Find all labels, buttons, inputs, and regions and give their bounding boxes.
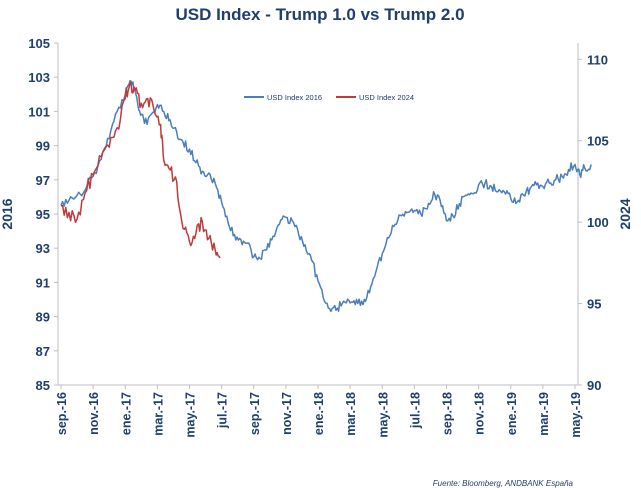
x-tick-label: nov.-17: [280, 392, 294, 435]
source-note: Fuente: Bloomberg, ANDBANK España: [433, 479, 574, 488]
legend-label-2016: USD Index 2016: [267, 93, 322, 102]
right-axis-label: 2024: [617, 198, 633, 229]
left-tick-label: 87: [36, 344, 50, 359]
right-tick-label: 95: [587, 297, 601, 312]
left-axis: 85 87 89 91 93 95 97 99 101 103 105: [28, 36, 59, 393]
x-tick-label: ene.-18: [312, 392, 326, 435]
right-tick-label: 100: [587, 215, 609, 230]
left-tick-label: 89: [36, 310, 50, 325]
x-tick-label: ene.-19: [505, 392, 519, 435]
x-tick-label: nov.-18: [473, 392, 487, 435]
x-tick-label: sep.-16: [55, 392, 69, 435]
left-tick-label: 91: [36, 275, 50, 290]
x-tick-label: mar.-19: [537, 392, 551, 436]
x-tick-label: mar.-18: [344, 392, 358, 436]
left-tick-label: 97: [36, 173, 50, 188]
x-tick-label: sep.-17: [248, 392, 262, 435]
x-axis: sep.-16 nov.-16 ene.-17 mar.-17 may.-17 jul.-…: [55, 384, 583, 438]
x-tick-label: ene.-17: [119, 392, 133, 435]
left-axis-label: 2016: [0, 198, 15, 229]
x-tick-label: may.-18: [376, 392, 390, 438]
series-layer: [60, 79, 592, 313]
left-tick-label: 93: [36, 241, 50, 256]
chart-title: USD Index - Trump 1.0 vs Trump 2.0: [175, 5, 464, 24]
x-tick-label: jul.-17: [216, 392, 230, 429]
x-tick-label: may.-19: [569, 392, 583, 438]
x-tick-label: nov.-16: [87, 392, 101, 435]
right-tick-label: 105: [587, 134, 609, 149]
x-tick-label: sep.-18: [441, 392, 455, 435]
right-axis: 90 95 100 105 110: [577, 43, 609, 393]
right-tick-label: 90: [587, 378, 601, 393]
left-tick-label: 103: [28, 70, 50, 85]
left-tick-label: 105: [28, 36, 50, 51]
x-tick-label: mar.-17: [151, 392, 165, 436]
x-tick-label: jul.-18: [408, 392, 422, 429]
series-line-usd-2016: [60, 79, 592, 313]
legend-label-2024: USD Index 2024: [359, 93, 414, 102]
left-tick-label: 99: [36, 139, 50, 154]
x-tick-label: may.-17: [184, 392, 198, 438]
right-tick-label: 110: [587, 52, 608, 67]
left-tick-label: 95: [36, 207, 50, 222]
series-line-usd-2024: [60, 81, 221, 259]
legend: USD Index 2016 USD Index 2024: [244, 93, 414, 102]
left-tick-label: 101: [28, 104, 50, 119]
left-tick-label: 85: [36, 378, 50, 393]
